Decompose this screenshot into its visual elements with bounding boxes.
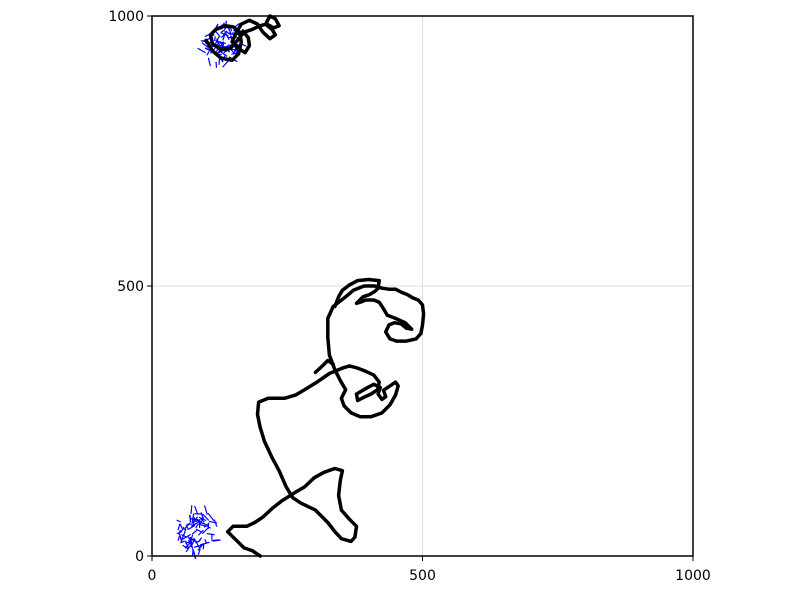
cluster-segment bbox=[206, 532, 215, 536]
cluster-segment bbox=[180, 534, 185, 543]
x-tick-label: 0 bbox=[148, 568, 157, 584]
segment-cluster bbox=[176, 505, 221, 560]
x-tick-label: 1000 bbox=[675, 568, 711, 584]
axis-ticks: 0 500 1000 0 500 1000 bbox=[108, 9, 710, 584]
cluster-segment bbox=[191, 518, 199, 521]
blue-segment-clusters bbox=[176, 20, 247, 560]
cluster-segment bbox=[222, 60, 229, 68]
cluster-segment bbox=[222, 31, 227, 41]
cluster-segment bbox=[176, 531, 182, 535]
y-tick-label: 500 bbox=[117, 279, 144, 295]
cluster-segment bbox=[182, 544, 189, 550]
cluster-segment bbox=[197, 548, 201, 555]
cluster-segment bbox=[199, 541, 210, 546]
cluster-segment bbox=[176, 519, 181, 523]
cluster-segment bbox=[202, 543, 205, 550]
cluster-segment bbox=[203, 505, 208, 515]
cluster-segment bbox=[193, 551, 196, 559]
cluster-segment bbox=[184, 540, 190, 549]
cluster-segment bbox=[198, 516, 205, 523]
cluster-segment bbox=[180, 540, 185, 544]
cluster-segment bbox=[207, 57, 211, 67]
y-tick-label: 0 bbox=[135, 549, 144, 565]
cluster-segment bbox=[231, 52, 237, 55]
cluster-segment bbox=[214, 30, 221, 38]
cluster-segment bbox=[188, 524, 196, 530]
cluster-segment bbox=[177, 535, 181, 541]
y-tick-label: 1000 bbox=[108, 9, 144, 25]
cluster-segment bbox=[190, 521, 200, 527]
cluster-segment bbox=[188, 514, 192, 523]
cluster-segment bbox=[194, 505, 199, 515]
cluster-segment bbox=[177, 523, 181, 531]
trajectory-line bbox=[204, 14, 281, 63]
cluster-segment bbox=[197, 47, 206, 54]
cluster-segment bbox=[200, 517, 207, 522]
cluster-segment bbox=[212, 539, 221, 542]
cluster-segment bbox=[207, 512, 215, 522]
cluster-segment bbox=[242, 43, 247, 47]
cluster-segment bbox=[197, 543, 204, 551]
grid-lines bbox=[151, 15, 694, 557]
cluster-segment bbox=[187, 539, 193, 545]
cluster-segment bbox=[213, 519, 218, 527]
cluster-segment bbox=[201, 526, 210, 535]
cluster-segment bbox=[190, 505, 193, 515]
cluster-segment bbox=[198, 537, 203, 542]
cluster-segment bbox=[195, 519, 201, 523]
cluster-segment bbox=[218, 41, 226, 45]
cluster-segment bbox=[203, 523, 209, 528]
cluster-segment bbox=[204, 539, 208, 544]
cluster-segment bbox=[195, 528, 202, 533]
x-tick-label: 500 bbox=[409, 568, 436, 584]
cluster-segment bbox=[192, 517, 196, 525]
cluster-segment bbox=[206, 51, 210, 56]
cluster-segment bbox=[183, 522, 191, 531]
trajectory-line bbox=[225, 277, 426, 558]
cluster-segment bbox=[191, 529, 198, 535]
trajectory-line bbox=[313, 358, 335, 375]
cluster-segment bbox=[201, 42, 210, 49]
cluster-segment bbox=[178, 533, 182, 540]
cluster-segment bbox=[180, 526, 185, 533]
cluster-segment bbox=[200, 512, 204, 519]
cluster-segment bbox=[197, 529, 204, 536]
cluster-segment bbox=[180, 534, 188, 538]
cluster-segment bbox=[194, 540, 201, 549]
cluster-segment bbox=[214, 36, 220, 45]
cluster-segment bbox=[195, 523, 199, 529]
cluster-segment bbox=[213, 36, 216, 42]
cluster-segment bbox=[202, 513, 210, 521]
cluster-segment bbox=[225, 31, 232, 36]
black-trajectory-paths bbox=[204, 14, 426, 558]
cluster-segment bbox=[202, 522, 211, 529]
